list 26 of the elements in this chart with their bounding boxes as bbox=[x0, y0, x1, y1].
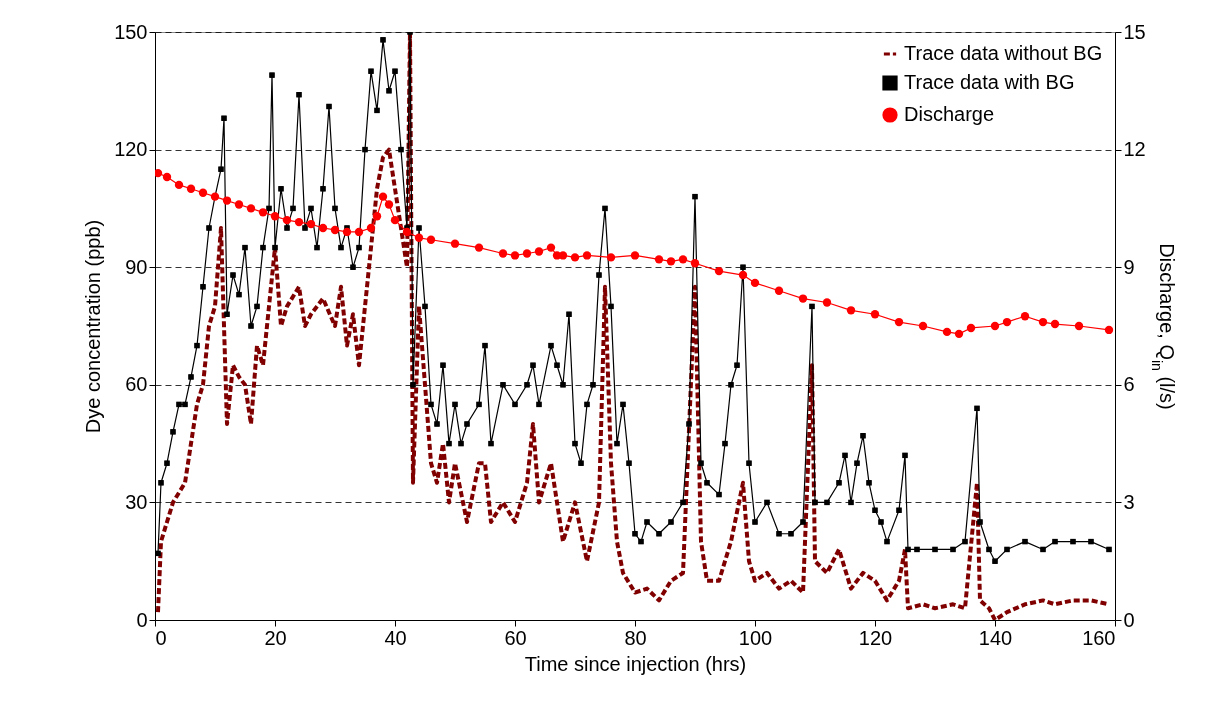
y-tick-label: 120 bbox=[114, 138, 148, 161]
y-axis-title: Dye concentration (ppb) bbox=[82, 219, 105, 434]
y-tick-label: 60 bbox=[125, 373, 148, 396]
y-tick-label: 0 bbox=[136, 608, 148, 631]
y-tick-label: 150 bbox=[114, 20, 148, 43]
x-tick-label: 60 bbox=[504, 626, 527, 649]
y2-tick-label: 15 bbox=[1123, 20, 1146, 43]
x-tick-label: 120 bbox=[858, 626, 893, 649]
y2-tick-label: 9 bbox=[1123, 255, 1135, 278]
y2-tick-label: 0 bbox=[1123, 608, 1135, 631]
x-tick-label: 140 bbox=[978, 626, 1013, 649]
x-tick-label: 20 bbox=[264, 626, 287, 649]
legend-label: Trace data without BG bbox=[904, 42, 1103, 64]
x-tick-label: 40 bbox=[384, 626, 407, 649]
x-tick-label: 80 bbox=[624, 626, 647, 649]
legend-label: Trace data with BG bbox=[904, 71, 1075, 93]
y2-tick-label: 3 bbox=[1123, 490, 1135, 513]
y2-tick-label: 12 bbox=[1123, 138, 1146, 161]
x-tick-label: 0 bbox=[155, 626, 167, 649]
x-tick-label: 100 bbox=[738, 626, 773, 649]
y-tick-label: 90 bbox=[125, 255, 148, 278]
x-axis-title: Time since injection (hrs) bbox=[524, 652, 747, 675]
y-tick-label: 30 bbox=[125, 490, 148, 513]
y2-tick-label: 6 bbox=[1123, 373, 1135, 396]
legend-label: Discharge bbox=[904, 103, 995, 125]
x-tick-label: 160 bbox=[1082, 626, 1116, 649]
